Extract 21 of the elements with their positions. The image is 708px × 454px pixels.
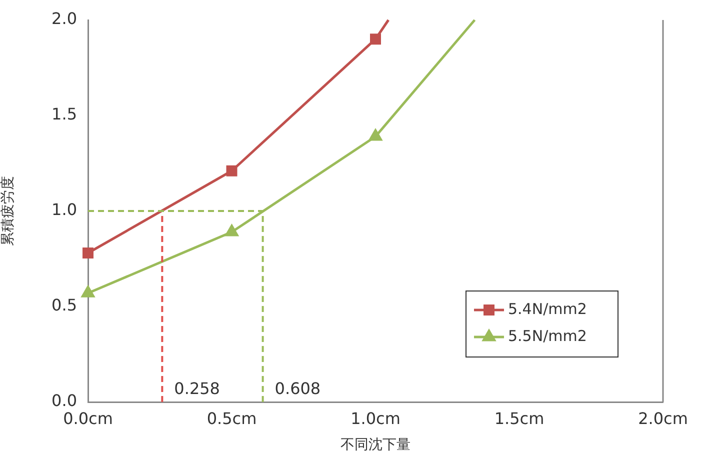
y-tick-label: 0.5 <box>52 296 77 315</box>
y-tick-label: 2.0 <box>52 9 77 28</box>
x-axis-title: 不同沈下量 <box>340 437 410 454</box>
legend-label: 5.4N/mm2 <box>508 300 587 318</box>
ref-line-label: 0.608 <box>274 379 321 398</box>
y-tick-label: 0.0 <box>52 391 77 410</box>
ref-line-label: 0.258 <box>174 379 220 398</box>
y-tick-label: 1.0 <box>52 200 77 220</box>
point <box>82 286 94 298</box>
point <box>226 165 238 176</box>
x-tick-label: 2.0cm <box>638 408 688 428</box>
x-tick-label: 1.5cm <box>494 408 544 428</box>
x-tick-label: 0.5cm <box>206 408 257 428</box>
x-tick-label: 1.0cm <box>350 408 400 428</box>
point <box>370 34 381 45</box>
point <box>225 224 238 236</box>
y-axis-title: 累積疲労度 <box>0 176 16 246</box>
legend-label: 5.5N/mm2 <box>508 326 587 345</box>
point <box>369 129 382 141</box>
y-tick-label: 1.5 <box>52 104 77 124</box>
x-tick-label: 0.0cm <box>63 408 113 428</box>
